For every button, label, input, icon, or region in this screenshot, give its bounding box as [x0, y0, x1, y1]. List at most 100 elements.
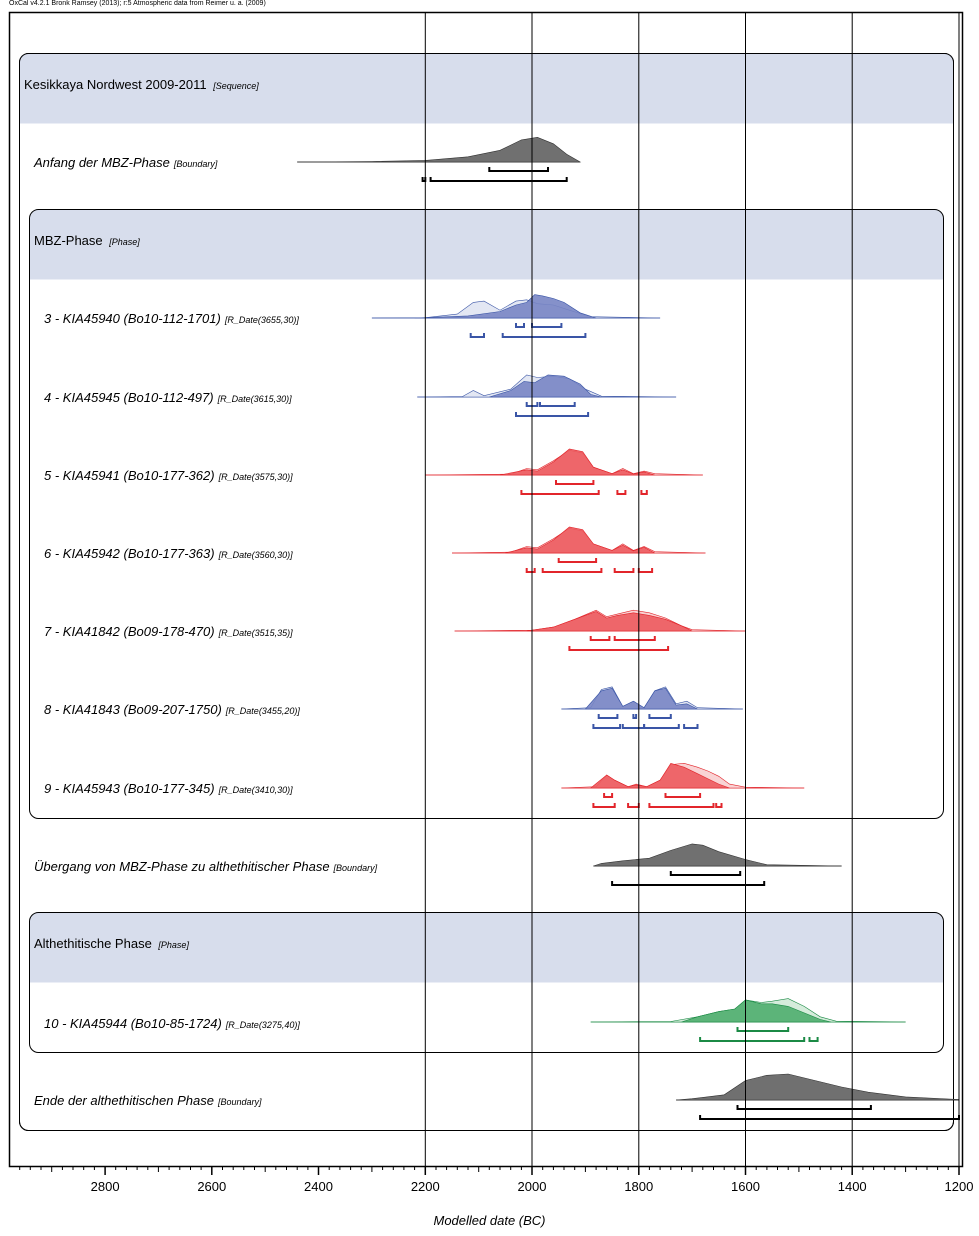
row-1-tag: [R_Date(3655,30)]	[224, 315, 300, 325]
row-3-posterior	[499, 448, 655, 476]
tick-label-1200: 1200	[945, 1179, 974, 1194]
tick-label-1400: 1400	[838, 1179, 867, 1194]
row-9-hpd68-0	[736, 1027, 790, 1032]
row-5-label: 7 - KIA41842 (Bo09-178-470) [R_Date(3515,…	[44, 624, 293, 639]
tick-label-1800: 1800	[624, 1179, 653, 1194]
row-0: Anfang der MBZ-Phase [Boundary]	[33, 136, 582, 182]
row-7-hpd95-0	[592, 803, 616, 808]
phase-name-mbz: MBZ-Phase	[34, 233, 103, 248]
row-7-hpd95-3	[715, 803, 723, 808]
tick-label-2400: 2400	[304, 1179, 333, 1194]
row-5: 7 - KIA41842 (Bo09-178-470) [R_Date(3515,…	[44, 609, 746, 651]
row-4-label: 6 - KIA45942 (Bo10-177-363) [R_Date(3560,…	[44, 546, 293, 561]
sequence-name: Kesikkaya Nordwest 2009-2011	[24, 77, 207, 92]
row-1-label: 3 - KIA45940 (Bo10-112-1701) [R_Date(3655…	[44, 311, 299, 326]
row-9-posterior	[681, 999, 831, 1023]
rows-layer: Anfang der MBZ-Phase [Boundary]3 - KIA459…	[33, 136, 960, 1120]
row-7-hpd95-2	[648, 803, 715, 808]
row-7-hpd68-1	[664, 793, 702, 798]
phase-tag-althethitisch: [Phase]	[157, 940, 189, 950]
row-9-tag: [R_Date(3275,40)]	[225, 1020, 301, 1030]
row-2-hpd95-0	[515, 412, 590, 417]
row-10-distribution	[676, 1073, 960, 1101]
tick-label-2600: 2600	[197, 1179, 226, 1194]
row-0-hpd95-1	[429, 177, 568, 182]
row-10-name: Ende der althethitischen Phase	[34, 1093, 214, 1108]
tick-label-2200: 2200	[411, 1179, 440, 1194]
row-7-name: 9 - KIA45943 (Bo10-177-345)	[44, 781, 215, 796]
row-8-hpd95-0	[611, 881, 766, 886]
row-7-tag: [R_Date(3410,30)]	[218, 785, 294, 795]
row-7-posterior	[589, 762, 730, 789]
row-1-name: 3 - KIA45940 (Bo10-112-1701)	[44, 311, 221, 326]
row-3-label: 5 - KIA45941 (Bo10-177-362) [R_Date(3575,…	[44, 468, 293, 483]
row-4-hpd95-1	[541, 568, 603, 573]
row-1-hpd95-1	[501, 333, 587, 338]
row-6-tag: [R_Date(3455,20)]	[225, 706, 301, 716]
row-3-hpd95-0	[520, 490, 600, 495]
row-0-name: Anfang der MBZ-Phase	[33, 155, 170, 170]
credit-line: OxCal v4.2.1 Bronk Ramsey (2013); r:5 At…	[9, 0, 266, 7]
row-6-hpd95-2	[643, 724, 680, 729]
row-8-hpd68-0	[669, 871, 742, 876]
phase-title-althethitisch: Althethitische Phase [Phase]	[34, 936, 189, 951]
row-8-tag: [Boundary]	[333, 863, 378, 873]
row-7: 9 - KIA45943 (Bo10-177-345) [R_Date(3410,…	[44, 762, 805, 808]
row-2-posterior	[489, 374, 602, 398]
row-3-tag: [R_Date(3575,30)]	[218, 472, 294, 482]
row-5-hpd68-1	[613, 636, 656, 641]
row-1-hpd68-0	[515, 323, 525, 328]
row-2-label: 4 - KIA45945 (Bo10-112-497) [R_Date(3615,…	[44, 390, 292, 405]
row-6-hpd68-1	[632, 714, 638, 719]
row-2-hpd68-1	[539, 402, 576, 407]
tick-label-2800: 2800	[91, 1179, 120, 1194]
row-10-label: Ende der althethitischen Phase [Boundary]	[34, 1093, 262, 1108]
tick-label-2000: 2000	[518, 1179, 547, 1194]
sequence-title: Kesikkaya Nordwest 2009-2011 [Sequence]	[24, 77, 259, 92]
row-9-label: 10 - KIA45944 (Bo10-85-1724) [R_Date(3275…	[44, 1016, 300, 1031]
row-1-hpd95-0	[469, 333, 485, 338]
row-6-hpd68-0	[597, 714, 619, 719]
sequence-tag: [Sequence]	[212, 81, 259, 91]
row-10-hpd68-0	[736, 1105, 872, 1110]
row-0-label: Anfang der MBZ-Phase [Boundary]	[33, 155, 218, 170]
row-9: 10 - KIA45944 (Bo10-85-1724) [R_Date(3275…	[44, 998, 906, 1042]
plot-frame	[8, 11, 964, 1168]
row-3-hpd95-1	[616, 490, 627, 495]
row-5-hpd95-0	[568, 646, 670, 651]
row-8: Übergang von MBZ-Phase zu althethitische…	[34, 843, 842, 886]
row-10-tag: [Boundary]	[217, 1097, 262, 1107]
phase-name-althethitisch: Althethitische Phase	[34, 936, 152, 951]
row-7-label: 9 - KIA45943 (Bo10-177-345) [R_Date(3410,…	[44, 781, 293, 796]
row-6-hpd95-0	[592, 724, 622, 729]
row-7-hpd68-0	[603, 793, 614, 798]
row-5-posterior	[526, 611, 693, 632]
row-8-label: Übergang von MBZ-Phase zu althethitische…	[34, 859, 378, 874]
row-6-hpd95-3	[683, 724, 699, 729]
row-8-name: Übergang von MBZ-Phase zu althethitische…	[34, 859, 330, 874]
row-6-name: 8 - KIA41843 (Bo09-207-1750)	[44, 702, 222, 717]
row-1-posterior	[414, 294, 597, 319]
phase-box-mbz: MBZ-Phase [Phase]	[29, 209, 944, 819]
row-6-hpd68-2	[648, 714, 672, 719]
row-4-tag: [R_Date(3560,30)]	[218, 550, 294, 560]
row-4-posterior	[505, 526, 655, 554]
phase-tag-mbz: [Phase]	[108, 237, 140, 247]
row-9-hpd95-0	[699, 1037, 806, 1042]
row-2: 4 - KIA45945 (Bo10-112-497) [R_Date(3615,…	[44, 374, 677, 417]
row-6-posterior	[584, 687, 698, 710]
x-axis: 2800 2600 2400 2200 2000 1800 1600 1400 1200	[19, 1166, 974, 1194]
row-3-hpd68-0	[555, 480, 595, 485]
row-3: 5 - KIA45941 (Bo10-177-362) [R_Date(3575,…	[44, 448, 703, 495]
row-4-hpd68-0	[557, 558, 598, 563]
row-4-hpd95-2	[613, 568, 635, 573]
tick-label-1600: 1600	[731, 1179, 760, 1194]
row-3-hpd95-2	[640, 490, 648, 495]
row-4: 6 - KIA45942 (Bo10-177-363) [R_Date(3560,…	[44, 526, 706, 573]
row-2-tag: [R_Date(3615,30)]	[217, 394, 293, 404]
row-6: 8 - KIA41843 (Bo09-207-1750) [R_Date(3455…	[44, 686, 743, 729]
row-0-tag: [Boundary]	[173, 159, 218, 169]
row-5-name: 7 - KIA41842 (Bo09-178-470)	[44, 624, 215, 639]
gridlines	[424, 13, 960, 1166]
